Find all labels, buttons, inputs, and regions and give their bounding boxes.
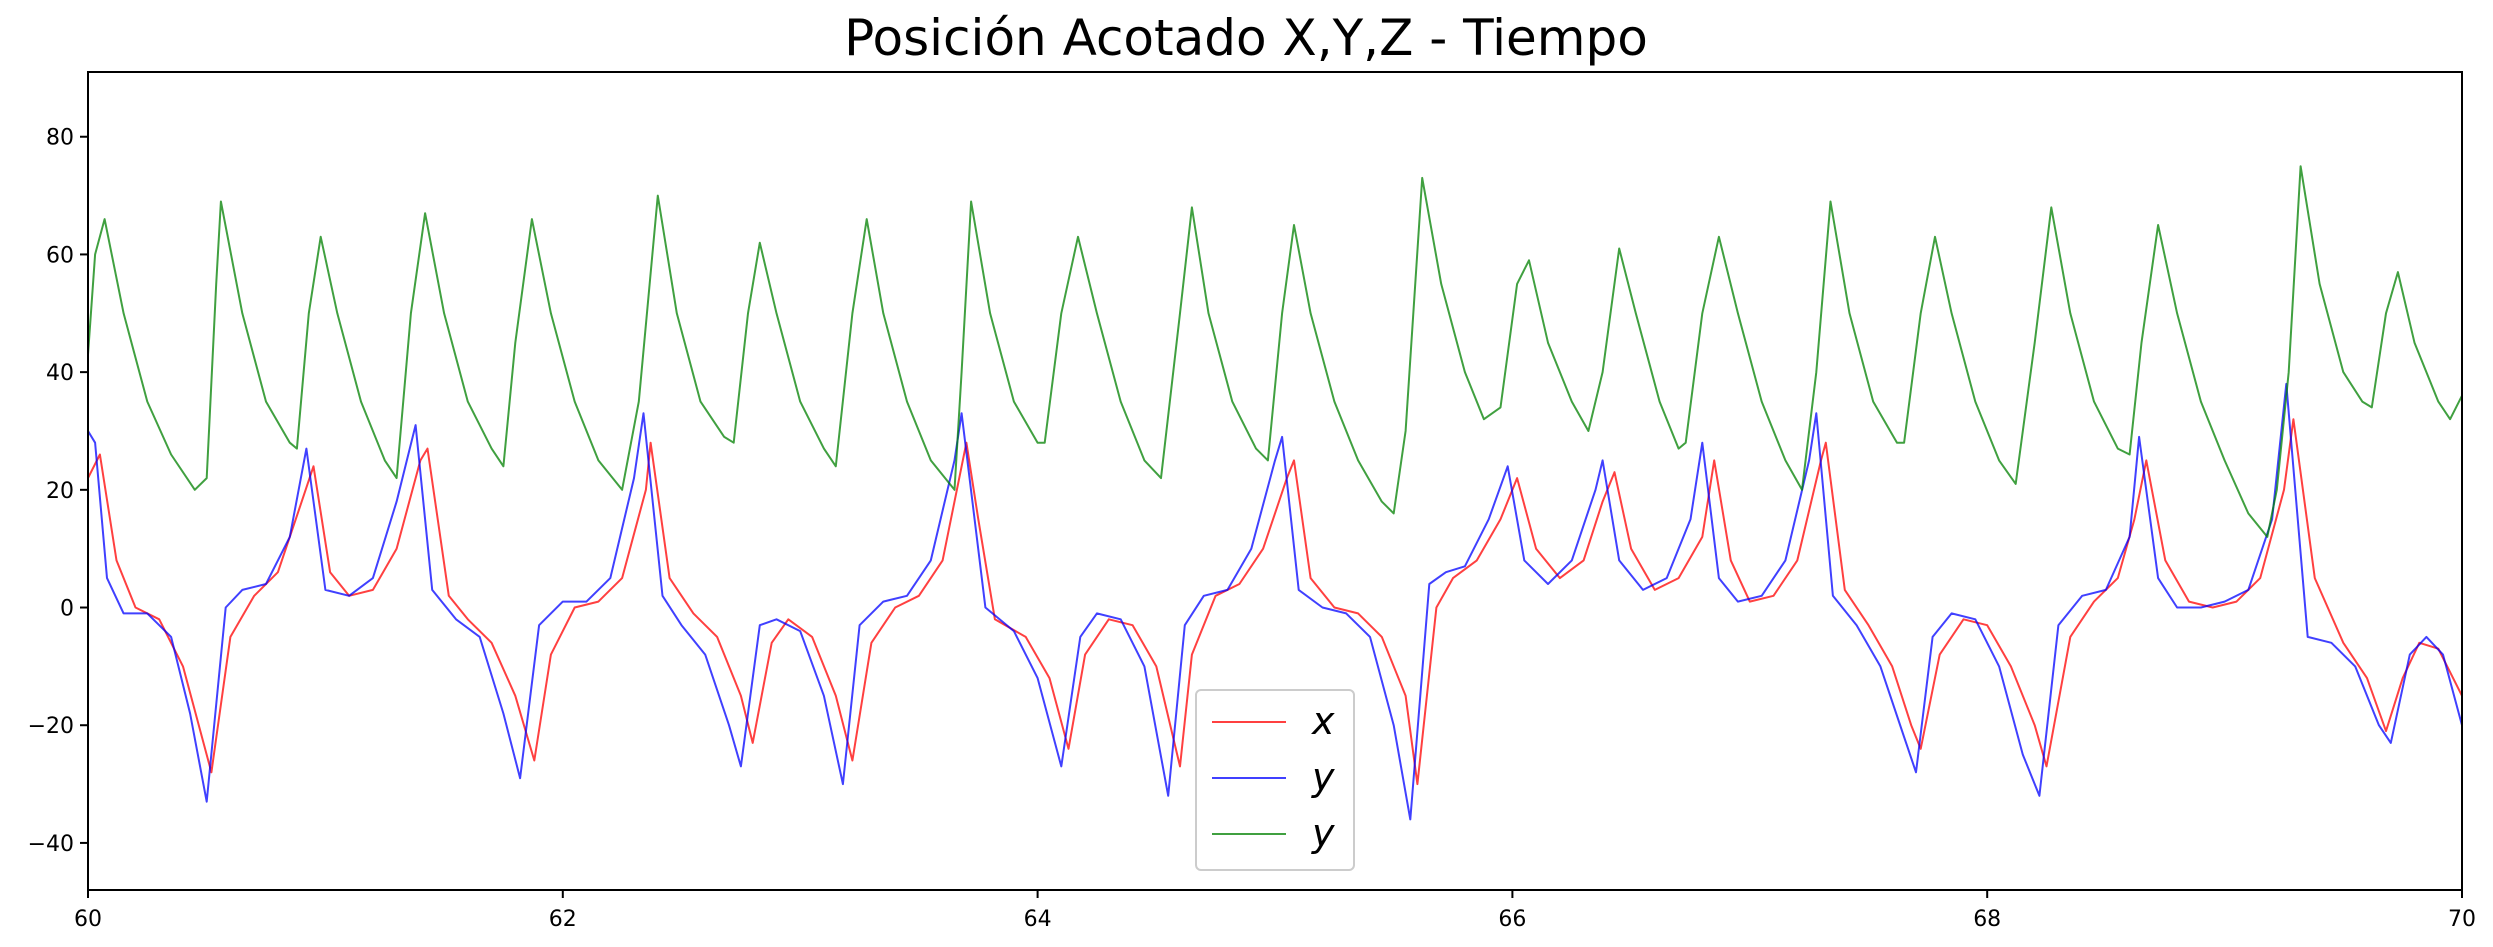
x-tick-label: 70 [2448,907,2476,932]
y-tick-label: −40 [28,832,74,857]
series-line-1 [87,418,2463,786]
y-tick-label: 20 [46,479,74,504]
legend-label-2: y [1311,755,1335,799]
y-tick-label: −20 [28,714,74,739]
x-tick-label: 64 [1024,907,1052,932]
y-tick-label: 80 [46,126,74,151]
legend-label-3: y [1311,811,1335,855]
x-axis: 60 62 64 66 68 70 [74,890,2476,932]
y-tick-label: 40 [46,361,74,386]
x-tick-label: 66 [1498,907,1526,932]
legend: xyy [1195,689,1355,871]
series-line-2 [87,382,2463,821]
legend-label-1: x [1311,699,1335,743]
series-line-3 [87,165,2463,538]
chart-title: Posición Acotado X,Y,Z - Tiempo [844,9,1648,67]
x-tick-label: 62 [549,907,577,932]
series-layer [87,165,2463,821]
x-tick-label: 60 [74,907,102,932]
legend-box [1195,689,1355,871]
y-tick-label: 60 [46,243,74,268]
axes-frame [87,71,2463,891]
plot-area: 60 62 64 66 68 70 −40 −20 0 20 40 60 80 [28,71,2476,932]
x-tick-label: 68 [1973,907,2001,932]
y-axis: −40 −20 0 20 40 60 80 [28,126,88,857]
y-tick-label: 0 [60,597,74,622]
